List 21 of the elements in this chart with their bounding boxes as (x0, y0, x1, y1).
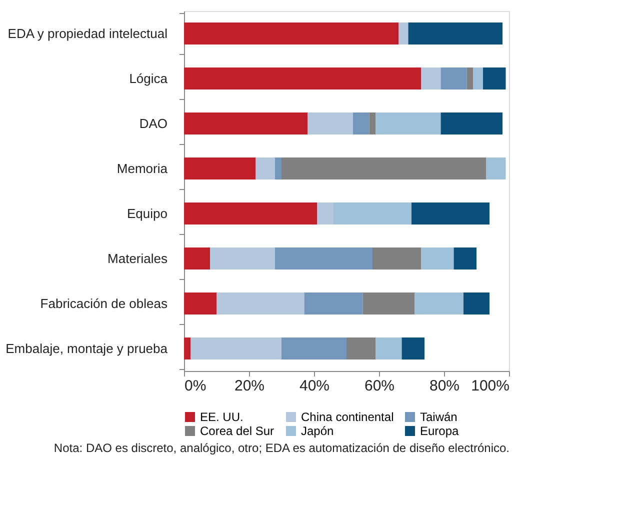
y-tick-label: Lógica (129, 71, 168, 86)
legend-label: EE. UU. (200, 410, 244, 424)
legend-label: Europa (420, 424, 460, 438)
y-tick-label: Materiales (108, 251, 168, 266)
y-tick-label: Embalaje, montaje y prueba (6, 341, 168, 356)
x-tick-label: 60% (364, 378, 395, 394)
x-tick-label: 40% (299, 378, 330, 394)
y-tick-label: Fabricación de obleas (40, 296, 168, 311)
legend-label: Taiwán (420, 410, 458, 424)
x-tick-label: 100% (471, 378, 510, 394)
legend-label: China continental (301, 410, 394, 424)
y-tick-label: DAO (139, 116, 168, 131)
y-tick-label: Memoria (116, 161, 168, 176)
legend-label: Japón (301, 424, 334, 438)
y-tick-label: Equipo (127, 206, 168, 221)
legend-label: Corea del Sur (200, 424, 274, 438)
x-tick-label: 0% (184, 378, 206, 394)
y-tick-label: EDA y propiedad intelectual (8, 26, 168, 41)
text: Nota: DAO es discreto, analógico, otro; EDA es automatización de diseño electrónico. (54, 441, 510, 455)
x-tick-label: 80% (429, 378, 460, 394)
x-tick-label: 20% (234, 378, 265, 394)
